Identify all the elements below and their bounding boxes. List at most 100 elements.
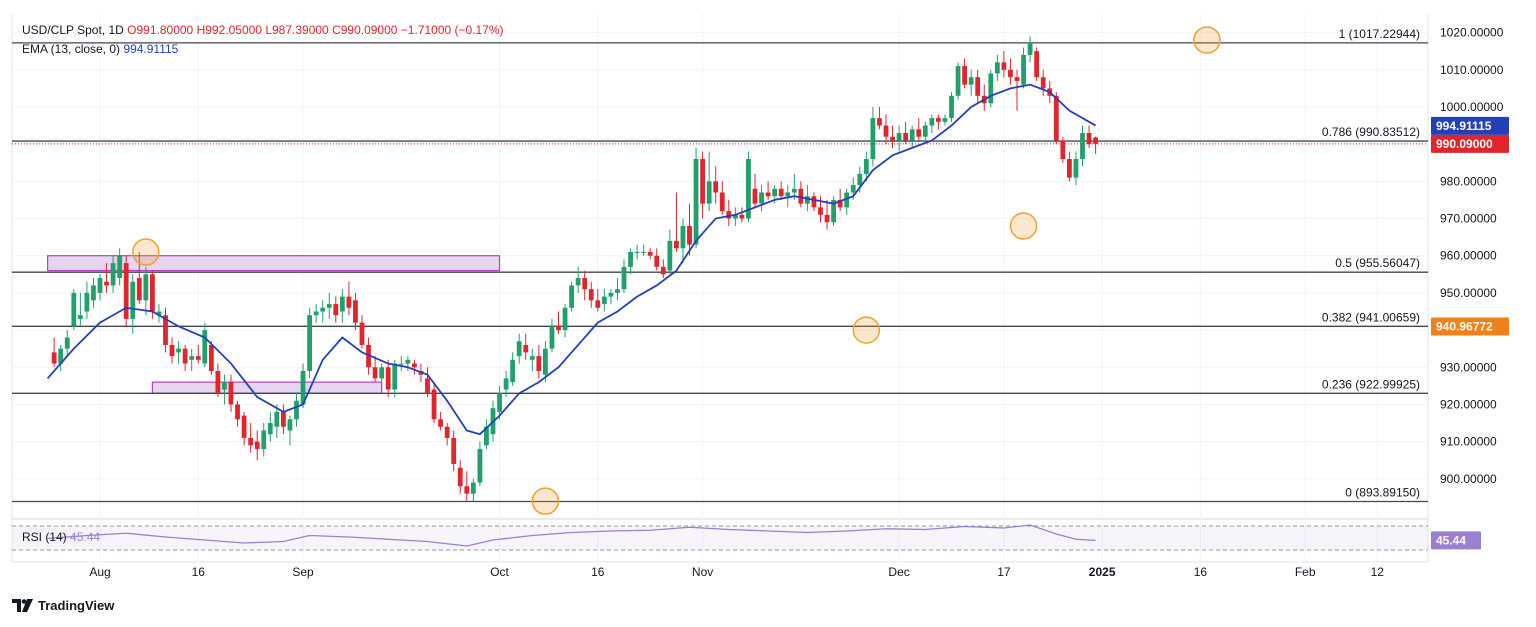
candle-body	[484, 426, 489, 446]
candle-body	[104, 281, 109, 286]
candle-body	[412, 363, 417, 368]
candle-body	[824, 214, 830, 223]
candle-body	[287, 419, 293, 431]
rsi-legend: RSI (14) 45.44	[22, 530, 100, 544]
candle-body	[523, 344, 529, 353]
candle-body	[195, 356, 201, 360]
candle-body	[582, 278, 588, 290]
highlight-circle	[132, 238, 160, 266]
candle-body	[772, 188, 778, 197]
resistance-zone	[151, 381, 383, 394]
y-tick-label: 900.00000	[1440, 472, 1497, 486]
candle-body	[182, 348, 188, 364]
candle-body	[556, 326, 561, 331]
y-tick-label: 980.00000	[1440, 174, 1497, 188]
price-badge	[1431, 116, 1509, 135]
fib-level-label: 0.382 (941.00659)	[1322, 310, 1420, 324]
candle-body	[156, 311, 162, 316]
candle-body	[1093, 137, 1098, 144]
x-tick-label: 16	[1194, 565, 1208, 579]
open-value: O991.80000	[127, 23, 194, 37]
candle-body	[1060, 140, 1066, 160]
candle-body	[379, 367, 385, 379]
rsi-label-text[interactable]: RSI (14)	[22, 530, 67, 544]
candle-body	[235, 404, 240, 420]
candle-body	[700, 159, 705, 204]
candle-body	[903, 132, 909, 141]
change-value: −1.71000 (−0.17%)	[400, 23, 504, 37]
candle-body	[621, 266, 627, 290]
candle-body	[84, 292, 90, 312]
candle-body	[254, 441, 260, 450]
highlight-circle	[1009, 212, 1038, 240]
candle-body	[791, 188, 797, 193]
rsi-value: 45.44	[70, 530, 101, 544]
ema-line	[46, 83, 1097, 436]
candle-body	[975, 77, 981, 96]
candle-body	[274, 411, 280, 427]
close-value: C990.09000	[332, 23, 398, 37]
candle-body	[896, 132, 902, 141]
candle-body	[385, 367, 391, 390]
price-badge	[1431, 317, 1509, 336]
candle-body	[372, 367, 378, 379]
candle-body	[1067, 159, 1072, 178]
candle-body	[431, 389, 437, 420]
candle-body	[968, 77, 974, 85]
x-tick-label: 12	[1371, 565, 1385, 579]
candle-body	[765, 192, 771, 197]
candle-body	[248, 437, 254, 446]
candle-body	[294, 400, 299, 420]
candle-body	[51, 352, 57, 364]
candle-body	[516, 341, 522, 357]
candle-body	[281, 411, 286, 427]
candle-body	[1080, 132, 1085, 160]
candle-body	[654, 255, 660, 267]
candle-body	[425, 378, 430, 394]
x-tick-label: 16	[591, 565, 605, 579]
ema-header: EMA (13, close, 0) 994.91115	[22, 42, 178, 56]
candle-body	[929, 118, 935, 126]
candle-body	[647, 251, 653, 256]
candle-body	[575, 278, 581, 286]
candle-body	[562, 307, 568, 331]
candle-body	[877, 118, 882, 126]
rsi-band-fill	[12, 526, 1428, 550]
candle-body	[503, 378, 509, 390]
candle-body	[261, 430, 267, 450]
candle-body	[752, 188, 758, 204]
x-tick-label: Feb	[1295, 565, 1316, 579]
price-badge-text: 990.09000	[1436, 137, 1493, 151]
candle-body	[307, 315, 312, 371]
ema-label[interactable]: EMA (13, close, 0)	[22, 42, 121, 56]
candle-body	[909, 129, 915, 141]
candle-body	[1021, 54, 1026, 85]
candle-body	[798, 188, 804, 204]
candle-body	[215, 370, 221, 394]
ema-value: 994.91115	[123, 42, 179, 56]
candle-body	[71, 292, 77, 327]
x-tick-label: 16	[192, 565, 206, 579]
symbol-label[interactable]: USD/CLP Spot, 1D	[22, 23, 124, 37]
tradingview-logo[interactable]: TradingView	[12, 598, 114, 613]
y-tick-label: 910.00000	[1440, 435, 1497, 449]
candle-body	[693, 159, 699, 245]
candle-body	[601, 296, 607, 305]
candle-body	[123, 263, 129, 319]
ohlc-header: USD/CLP Spot, 1D O991.80000 H992.05000 L…	[22, 23, 504, 37]
x-tick-label: 17	[997, 565, 1011, 579]
candle-body	[719, 192, 725, 212]
candle-body	[339, 296, 345, 312]
candle-body	[863, 159, 869, 174]
candle-body	[1001, 62, 1007, 70]
candle-body	[497, 393, 502, 412]
candle-body	[58, 348, 64, 364]
candle-body	[713, 181, 719, 193]
candle-body	[326, 304, 332, 308]
candle-body	[64, 337, 70, 349]
candle-body	[1034, 51, 1040, 78]
y-tick-label: 960.00000	[1440, 249, 1497, 263]
price-badge-text: 994.91115	[1436, 119, 1492, 133]
